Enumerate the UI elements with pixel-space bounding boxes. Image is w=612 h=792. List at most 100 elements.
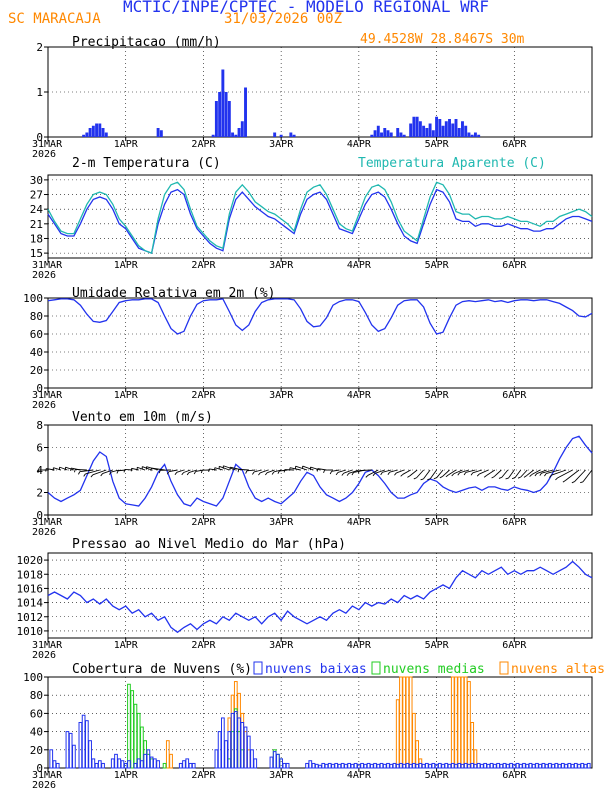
low-cloud-bar	[140, 760, 144, 769]
x-tick-label: 4APR	[347, 517, 372, 528]
wind-barb	[529, 469, 541, 477]
wind-barb-flag	[562, 480, 566, 483]
low-cloud-bar	[72, 744, 76, 769]
wind-barb-flag	[109, 471, 112, 475]
station-coordinates: 49.4528W 28.8467S 30m	[360, 32, 525, 47]
wind-barb-shaft	[459, 469, 470, 474]
wind-barb-shaft	[343, 469, 353, 474]
y-tick-label: 40	[30, 346, 43, 359]
wind-barb	[407, 469, 418, 478]
run-date: 31/03/2026 00Z	[224, 11, 343, 27]
precip-bar	[444, 121, 448, 137]
precip-bar	[402, 134, 406, 137]
precip-bar	[399, 132, 403, 137]
x-tick-label: 6APR	[502, 390, 527, 401]
legend-swatch	[253, 661, 263, 675]
wind-barb	[400, 469, 411, 477]
wind-barb	[329, 469, 340, 475]
wind-barb-flag	[400, 473, 404, 477]
wind-barb-flag	[420, 478, 424, 481]
wind-barb-shaft	[348, 469, 359, 474]
x-tick-label: 4APR	[347, 770, 372, 781]
wind-barb-shaft	[465, 469, 476, 473]
wind-barb-flag	[544, 473, 547, 477]
wind-barb-shaft	[541, 469, 554, 474]
low-cloud-bar	[408, 763, 413, 769]
low-cloud-bar	[220, 717, 225, 769]
low-cloud-bar	[492, 763, 497, 769]
low-cloud-bar	[531, 763, 536, 769]
precip-bar	[386, 130, 390, 137]
x-tick-label: 2APR	[191, 770, 216, 781]
x-tick-label: 4APR	[347, 640, 372, 651]
precip-bar	[373, 130, 377, 137]
wind-barb-shaft	[168, 469, 178, 473]
low-cloud-bar	[182, 760, 186, 769]
wind-barb	[264, 469, 275, 476]
mid-cloud-bar	[162, 762, 167, 769]
wind-barb	[90, 469, 107, 478]
precip-bar	[227, 101, 231, 137]
low-cloud-bar	[386, 762, 390, 769]
x-year-label: 2026	[32, 780, 56, 791]
wind-barb-shaft	[409, 469, 418, 477]
x-tick-label: 31MAR	[32, 640, 63, 651]
y-tick-label: 0	[36, 382, 43, 395]
low-cloud-bar	[399, 762, 403, 769]
wind-barb-flag	[123, 469, 126, 473]
y-tick-label: 1	[36, 86, 43, 99]
precip-bar	[454, 119, 458, 137]
wind-barb-flag	[341, 472, 345, 476]
wind-barb-shaft	[545, 469, 560, 475]
low-cloud-bar	[447, 763, 452, 769]
wind-barb-shaft	[209, 468, 217, 471]
low-cloud-bar	[457, 762, 462, 769]
wind-barb-flag	[74, 469, 76, 473]
wind-barb-flag	[539, 472, 542, 476]
precip-bar	[477, 134, 481, 137]
wind-barb-flag	[445, 474, 449, 478]
wind-barb-flag	[433, 477, 437, 480]
low-cloud-bar	[188, 762, 193, 769]
wind-barb-shaft	[295, 465, 308, 471]
low-cloud-bar	[253, 758, 258, 769]
y-tick-label: 60	[30, 328, 43, 341]
x-tick-label: 3APR	[269, 770, 294, 781]
precip-bar	[461, 121, 464, 137]
high-cloud-bar	[169, 753, 173, 769]
low-cloud-bar	[486, 763, 491, 769]
wind-barb-shaft	[531, 469, 541, 475]
low-cloud-bar	[489, 762, 494, 769]
low-cloud-bar	[573, 762, 578, 769]
wind-barb	[491, 469, 502, 479]
low-cloud-bar	[418, 762, 423, 769]
wind-barb-flag	[200, 470, 203, 474]
legend-swatch	[499, 661, 509, 675]
wind-barb-shaft	[238, 468, 249, 471]
wind-barb-shaft	[337, 469, 347, 473]
precip-bar	[412, 116, 416, 137]
low-cloud-bar	[285, 762, 290, 769]
wind-barb-shaft	[402, 469, 411, 475]
y-tick-label: 1012	[17, 611, 44, 624]
wind-barb-flag	[407, 475, 411, 478]
low-cloud-bar	[308, 760, 313, 769]
low-cloud-bar	[476, 762, 481, 769]
wind-barb-flag	[237, 469, 240, 473]
precip-bar	[438, 119, 442, 137]
low-cloud-bar	[97, 760, 102, 769]
high-cloud-bar	[463, 676, 468, 769]
high-cloud-bar	[457, 676, 462, 769]
low-cloud-bar	[541, 762, 546, 769]
wind-barb-flag	[476, 473, 480, 477]
wind-barb	[463, 469, 476, 476]
wind-barb-flag	[150, 468, 152, 472]
precip-bar	[389, 132, 393, 137]
low-cloud-bar	[269, 756, 274, 769]
wind-barb-shaft	[396, 469, 405, 474]
low-cloud-bar	[360, 762, 364, 769]
precip-bar	[95, 123, 99, 137]
wind-barb-shaft	[574, 469, 586, 482]
wind-barb-flag	[158, 470, 161, 474]
